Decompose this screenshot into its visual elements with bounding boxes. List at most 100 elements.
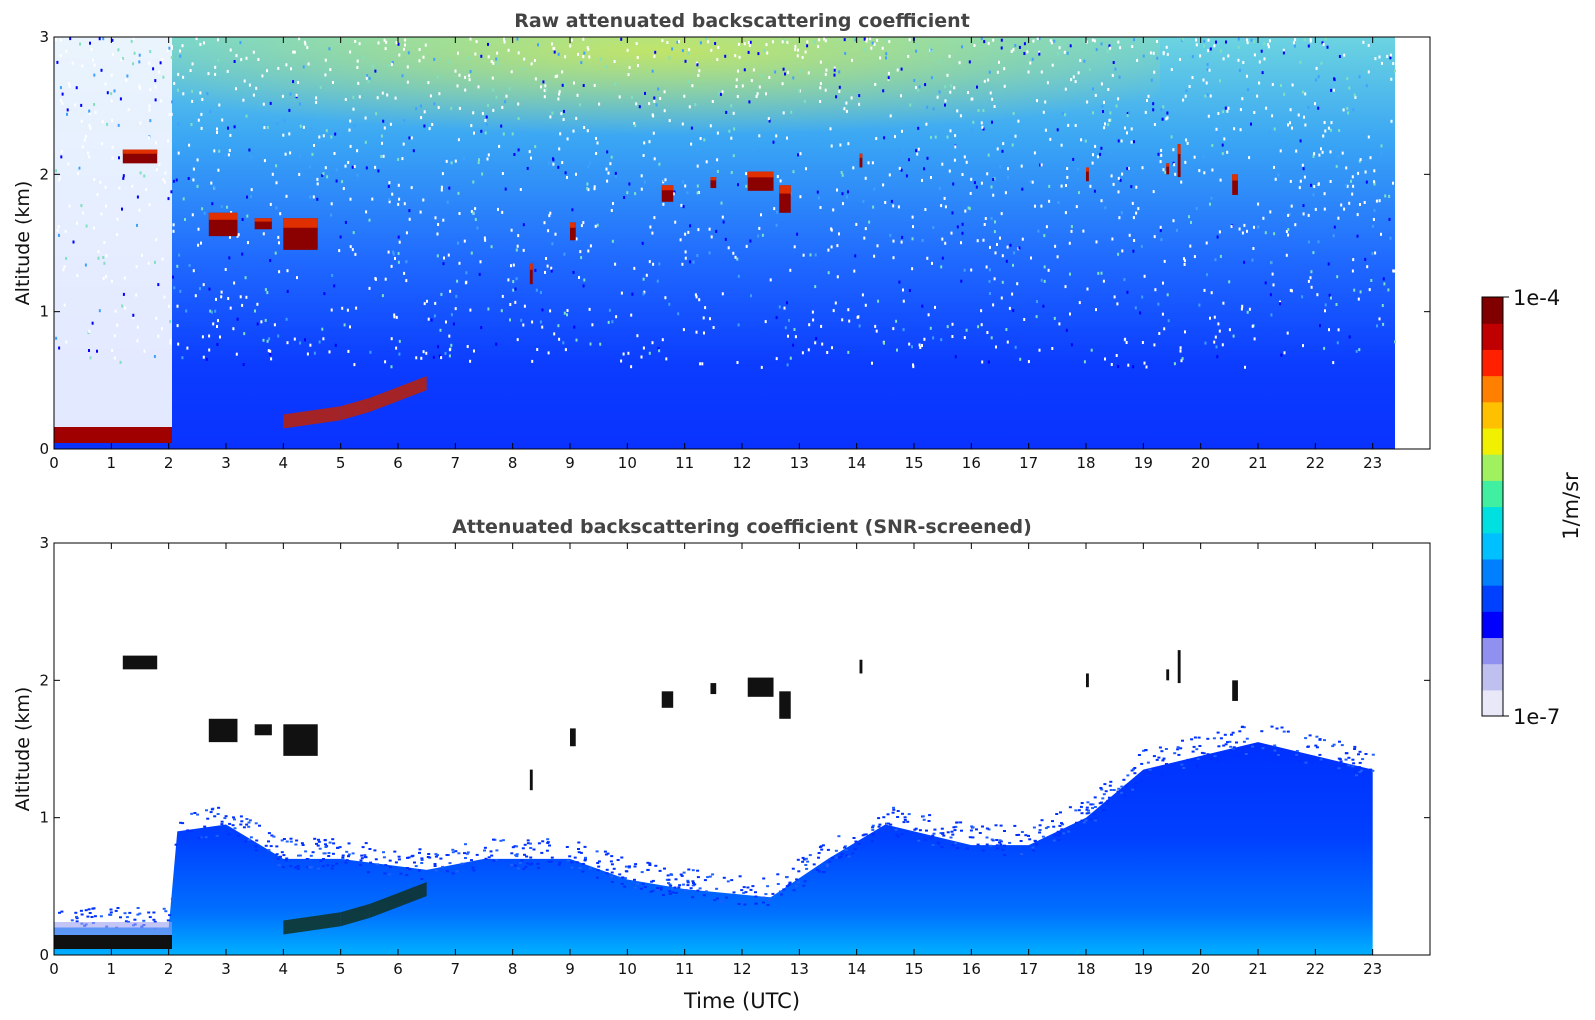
edge-pixel: [1019, 840, 1023, 842]
noise-pixel: [1188, 85, 1191, 88]
noise-pixel: [752, 68, 755, 72]
noise-pixel: [282, 133, 285, 137]
noise-pixel: [269, 101, 272, 105]
noise-pixel: [226, 205, 228, 209]
noise-pixel: [1004, 191, 1007, 195]
noise-pixel: [819, 60, 822, 64]
noise-pixel: [971, 97, 974, 101]
noise-pixel: [390, 264, 393, 268]
edge-pixel: [472, 869, 476, 872]
noise-pixel: [88, 155, 91, 159]
edge-pixel: [1198, 745, 1202, 747]
noise-pixel: [283, 119, 286, 123]
edge-pixel: [397, 855, 401, 858]
noise-pixel: [111, 156, 114, 160]
noise-pixel: [1127, 166, 1130, 170]
noise-pixel: [817, 196, 820, 200]
noise-pixel: [1314, 207, 1317, 211]
noise-pixel: [1003, 84, 1006, 88]
noise-pixel: [227, 297, 230, 300]
noise-pixel: [228, 256, 231, 260]
edge-pixel: [1038, 831, 1042, 834]
noise-pixel: [1183, 257, 1185, 261]
edge-pixel: [1280, 726, 1284, 729]
noise-pixel: [553, 50, 556, 54]
noise-pixel: [169, 341, 172, 345]
noise-pixel: [224, 154, 226, 157]
noise-pixel: [684, 59, 687, 63]
noise-pixel: [631, 95, 633, 99]
noise-pixel: [630, 365, 633, 369]
noise-pixel: [200, 112, 203, 116]
panel-raw-heatmap: [54, 37, 1397, 449]
noise-pixel: [1130, 127, 1133, 131]
edge-pixel: [510, 852, 514, 855]
noise-pixel: [566, 313, 568, 317]
noise-pixel: [703, 138, 706, 142]
noise-pixel: [911, 267, 914, 271]
noise-pixel: [580, 61, 583, 65]
noise-pixel: [643, 290, 646, 294]
noise-pixel: [961, 173, 964, 176]
noise-pixel: [227, 153, 230, 157]
edge-pixel: [646, 861, 650, 864]
noise-pixel: [429, 94, 432, 98]
edge-pixel: [413, 861, 416, 864]
noise-pixel: [1042, 304, 1045, 308]
noise-pixel: [1323, 192, 1326, 196]
noise-pixel: [550, 269, 553, 273]
noise-pixel: [1189, 244, 1192, 248]
edge-pixel: [285, 857, 289, 860]
noise-pixel: [1373, 209, 1376, 212]
noise-pixel: [1285, 230, 1288, 233]
noise-pixel: [162, 178, 165, 182]
cloud-edge: [283, 218, 318, 228]
noise-pixel: [71, 61, 74, 65]
edge-pixel: [1106, 799, 1110, 802]
noise-pixel: [826, 351, 829, 354]
noise-pixel: [642, 292, 645, 296]
noise-pixel: [901, 235, 904, 239]
edge-pixel: [834, 849, 838, 852]
noise-pixel: [981, 125, 984, 129]
noise-pixel: [1195, 43, 1198, 47]
noise-pixel: [761, 74, 763, 78]
noise-pixel: [440, 356, 443, 360]
noise-pixel: [1381, 304, 1384, 307]
edge-pixel: [802, 858, 806, 861]
noise-pixel: [298, 102, 301, 106]
edge-pixel: [818, 870, 821, 873]
edge-pixel: [650, 880, 654, 883]
noise-pixel: [1100, 146, 1103, 150]
noise-pixel: [682, 328, 685, 332]
noise-pixel: [286, 269, 289, 273]
noise-pixel: [456, 279, 459, 283]
edge-pixel: [345, 850, 349, 853]
cloud: [859, 153, 863, 168]
noise-pixel: [486, 157, 489, 161]
edge-pixel: [393, 850, 397, 853]
noise-pixel: [286, 341, 289, 345]
noise-pixel: [1378, 55, 1381, 59]
noise-pixel: [513, 153, 516, 156]
noise-pixel: [838, 232, 840, 236]
noise-pixel: [84, 263, 87, 267]
noise-pixel: [668, 302, 671, 306]
noise-pixel: [545, 88, 548, 92]
noise-pixel: [119, 97, 122, 101]
noise-pixel: [93, 103, 96, 106]
noise-pixel: [1006, 245, 1009, 249]
edge-pixel: [985, 836, 989, 839]
edge-pixel: [687, 868, 691, 871]
noise-pixel: [571, 208, 574, 212]
noise-pixel: [1347, 111, 1350, 115]
noise-pixel: [1139, 311, 1142, 315]
cloud-edge: [1086, 167, 1089, 172]
noise-pixel: [908, 158, 910, 162]
noise-pixel: [296, 276, 298, 280]
noise-pixel: [326, 175, 329, 179]
noise-pixel: [1130, 140, 1133, 144]
noise-pixel: [1153, 70, 1156, 74]
noise-pixel: [663, 90, 666, 94]
noise-pixel: [58, 176, 61, 180]
